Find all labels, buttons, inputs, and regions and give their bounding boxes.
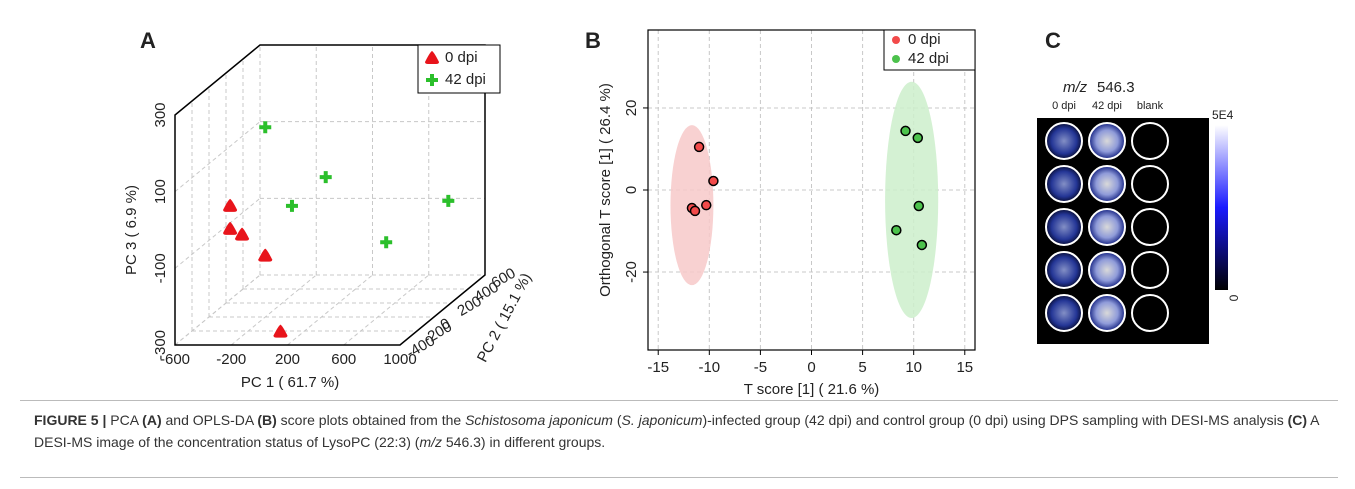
caption: FIGURE 5 | PCA (A) and OPLS-DA (B) score… bbox=[20, 400, 1338, 478]
caption-text: (B) bbox=[257, 412, 276, 428]
sample-spot bbox=[1132, 166, 1168, 202]
sample-spot bbox=[1089, 295, 1125, 331]
y-tick-label: 0 bbox=[623, 186, 640, 194]
grid-line bbox=[175, 275, 260, 345]
colorbar-max: 5E4 bbox=[1212, 108, 1234, 122]
column-label: 42 dpi bbox=[1092, 100, 1122, 112]
sample-spot bbox=[1089, 123, 1125, 159]
point bbox=[917, 240, 926, 249]
grid-line bbox=[175, 198, 260, 268]
panel-c: C m/z 546.3 0 dpi 42 dpi blank 5E4 0 bbox=[1037, 28, 1241, 344]
caption-text: score plots obtained from the bbox=[277, 412, 465, 428]
caption-text: S. japonicum bbox=[622, 412, 703, 428]
point bbox=[286, 200, 298, 212]
point bbox=[442, 195, 454, 207]
panel-label: A bbox=[140, 28, 156, 53]
sample-spot bbox=[1089, 209, 1125, 245]
x-tick-label: -5 bbox=[754, 359, 767, 376]
sample-spot bbox=[1046, 252, 1082, 288]
caption-text: m/z bbox=[419, 434, 442, 450]
point bbox=[691, 206, 700, 215]
grid-line bbox=[288, 275, 373, 345]
grid-line bbox=[231, 275, 316, 345]
chart: A B C m/z 546.3 0 dpi 42 dpi blank 5E4 0… bbox=[0, 0, 1355, 400]
caption-text: and OPLS-DA bbox=[162, 412, 258, 428]
x-tick-label: 0 bbox=[807, 359, 815, 376]
sample-spot bbox=[1046, 123, 1082, 159]
legend-marker bbox=[892, 55, 900, 63]
x-tick-label: 15 bbox=[956, 359, 973, 376]
x-tick-label: 10 bbox=[905, 359, 922, 376]
caption-text: )-infected group (42 dpi) and control gr… bbox=[702, 412, 1287, 428]
y-axis-title: Orthogonal T score [1] ( 26.4 %) bbox=[597, 83, 614, 297]
caption-text: FIGURE 5 | bbox=[34, 412, 106, 428]
sample-spot bbox=[1132, 295, 1168, 331]
caption-text: 546.3) in different groups. bbox=[442, 434, 605, 450]
z-tick-label: 300 bbox=[152, 102, 169, 127]
sample-spot bbox=[1046, 295, 1082, 331]
point bbox=[320, 171, 332, 183]
sample-spot bbox=[1046, 209, 1082, 245]
z-axis-title: PC 3 ( 6.9 %) bbox=[123, 185, 140, 275]
point bbox=[901, 126, 910, 135]
legend-label: 42 dpi bbox=[908, 50, 949, 67]
sample-spot bbox=[1046, 166, 1082, 202]
caption-text: (A) bbox=[142, 412, 161, 428]
caption-text: PCA bbox=[106, 412, 142, 428]
z-tick-label: 100 bbox=[152, 179, 169, 204]
point bbox=[695, 142, 704, 151]
point bbox=[702, 201, 711, 210]
sample-spot bbox=[1132, 209, 1168, 245]
sample-spot bbox=[1132, 252, 1168, 288]
y-tick-label: -20 bbox=[623, 261, 640, 283]
y-tick-label: -200 bbox=[420, 318, 455, 348]
point bbox=[259, 121, 271, 133]
x-tick-label: 600 bbox=[331, 351, 356, 368]
panel-label: C bbox=[1045, 28, 1061, 53]
point bbox=[913, 133, 922, 142]
caption-text: Schistosoma japonicum bbox=[465, 412, 613, 428]
legend-label: 0 dpi bbox=[908, 31, 941, 48]
sample-spot bbox=[1132, 123, 1168, 159]
x-tick-label: 200 bbox=[275, 351, 300, 368]
column-label: blank bbox=[1137, 100, 1164, 112]
mz-label: m/z bbox=[1063, 79, 1088, 96]
caption-text: (C) bbox=[1288, 412, 1307, 428]
legend-label: 0 dpi bbox=[445, 49, 478, 66]
colorbar bbox=[1215, 125, 1228, 290]
point bbox=[235, 228, 249, 241]
x-tick-label: -10 bbox=[698, 359, 720, 376]
mz-value: 546.3 bbox=[1097, 79, 1135, 96]
legend-marker bbox=[892, 36, 900, 44]
x-tick-label: -15 bbox=[647, 359, 669, 376]
point bbox=[709, 176, 718, 185]
z-tick-label: -300 bbox=[152, 330, 169, 360]
point bbox=[223, 199, 237, 212]
grid-line bbox=[175, 122, 260, 192]
point bbox=[380, 236, 392, 248]
x-axis-title: PC 1 ( 61.7 %) bbox=[241, 374, 339, 391]
point bbox=[223, 222, 237, 235]
x-axis-title: T score [1] ( 21.6 %) bbox=[744, 381, 880, 398]
sample-spot bbox=[1089, 166, 1125, 202]
x-tick-label: 5 bbox=[858, 359, 866, 376]
figure: A B C m/z 546.3 0 dpi 42 dpi blank 5E4 0… bbox=[0, 0, 1355, 489]
z-tick-label: -100 bbox=[152, 253, 169, 283]
point bbox=[892, 226, 901, 235]
caption-text: ( bbox=[613, 412, 622, 428]
confidence-ellipse bbox=[885, 82, 938, 318]
y-tick-label: 20 bbox=[623, 100, 640, 117]
panel-label: B bbox=[585, 28, 601, 53]
colorbar-min: 0 bbox=[1227, 294, 1241, 301]
grid-line bbox=[344, 275, 429, 345]
x-tick-label: -200 bbox=[216, 351, 246, 368]
legend-label: 42 dpi bbox=[445, 71, 486, 88]
column-label: 0 dpi bbox=[1052, 100, 1076, 112]
sample-spot bbox=[1089, 252, 1125, 288]
point bbox=[914, 202, 923, 211]
